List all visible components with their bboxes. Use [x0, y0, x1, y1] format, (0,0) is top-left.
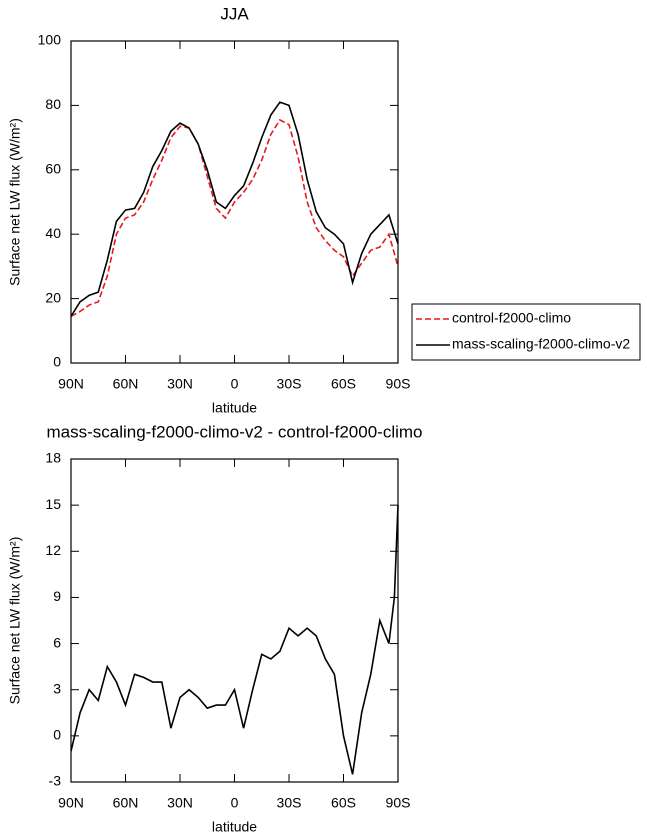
- plot-frame: [70, 458, 399, 783]
- legend-label: control-f2000-climo: [452, 310, 571, 326]
- y-axis-label: Surface net LW flux (W/m²): [7, 118, 23, 286]
- chart-title: JJA: [220, 4, 249, 23]
- legend-label: mass-scaling-f2000-climo-v2: [452, 336, 630, 352]
- x-tick-label: 90N: [58, 376, 84, 392]
- chart-title: mass-scaling-f2000-climo-v2 - control-f2…: [46, 422, 422, 441]
- x-tick-label: 60N: [113, 795, 139, 811]
- x-axis-label: latitude: [212, 819, 257, 835]
- y-tick-label: 20: [45, 289, 61, 305]
- y-tick-label: 80: [45, 96, 61, 112]
- series-line: [70, 118, 399, 318]
- x-axis-label: latitude: [212, 400, 257, 416]
- plot-frame: [70, 40, 399, 364]
- y-tick-label: -3: [49, 773, 62, 789]
- y-tick-label: 12: [45, 542, 61, 558]
- x-tick-label: 30N: [167, 376, 193, 392]
- y-tick-label: 40: [45, 225, 61, 241]
- y-tick-label: 60: [45, 161, 61, 177]
- y-tick-label: 6: [53, 634, 61, 650]
- x-tick-label: 30S: [277, 795, 302, 811]
- x-tick-label: 90N: [58, 795, 84, 811]
- x-tick-label: 0: [231, 795, 239, 811]
- y-tick-label: 15: [45, 496, 61, 512]
- x-tick-label: 90S: [386, 795, 411, 811]
- x-tick-label: 60S: [331, 376, 356, 392]
- y-tick-label: 18: [45, 450, 61, 466]
- x-tick-label: 60S: [331, 795, 356, 811]
- y-tick-label: 100: [38, 32, 62, 48]
- y-tick-label: 0: [53, 354, 61, 370]
- y-tick-label: 9: [53, 588, 61, 604]
- x-tick-label: 0: [231, 376, 239, 392]
- x-tick-label: 90S: [386, 376, 411, 392]
- y-axis-label: Surface net LW flux (W/m²): [7, 537, 23, 705]
- series-line: [70, 101, 399, 317]
- legend-box: [411, 303, 641, 361]
- x-tick-label: 30N: [167, 795, 193, 811]
- x-tick-label: 30S: [277, 376, 302, 392]
- y-tick-label: 0: [53, 727, 61, 743]
- series-line: [70, 505, 399, 775]
- x-tick-label: 60N: [113, 376, 139, 392]
- y-tick-label: 3: [53, 680, 61, 696]
